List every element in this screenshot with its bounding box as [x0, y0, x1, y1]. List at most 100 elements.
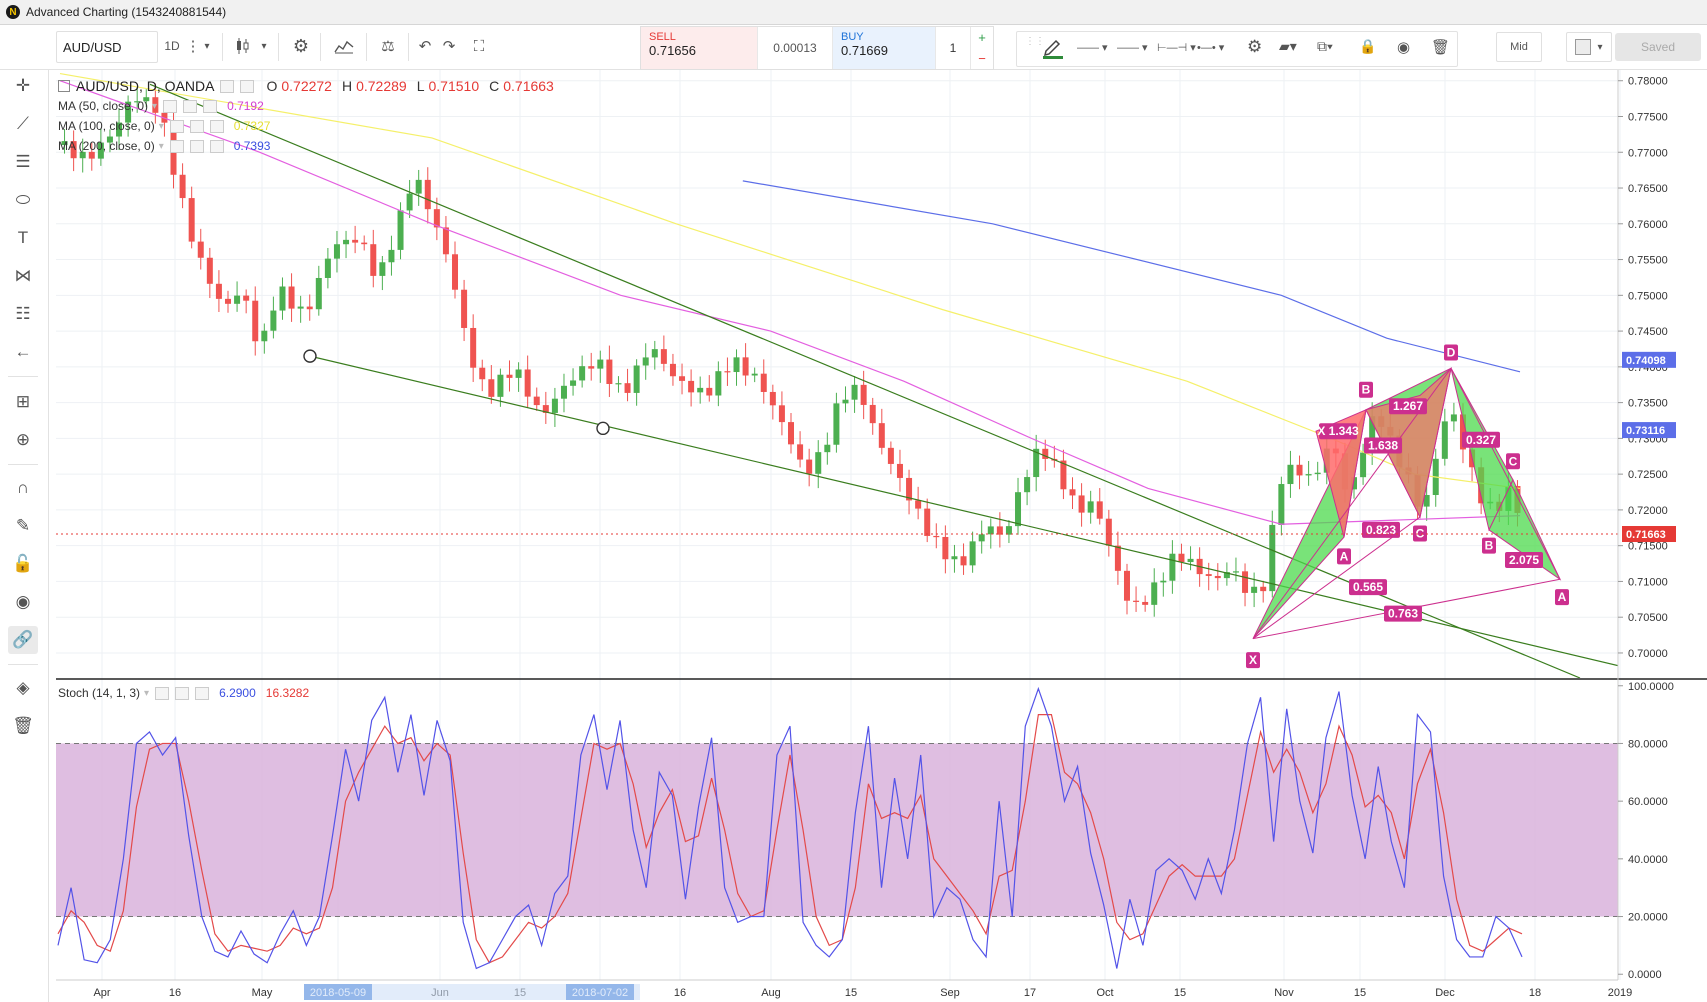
drag-handle-icon[interactable]: ⋮⋮: [1025, 36, 1045, 47]
pattern-icon[interactable]: ⋈: [14, 266, 32, 285]
candle-body: [669, 363, 676, 377]
stay-in-drawing-icon[interactable]: ✎: [15, 516, 31, 535]
fib-icon[interactable]: ☷: [15, 304, 31, 323]
ma200-legend: MA (200, close, 0) ▾ 0.7393: [58, 139, 271, 153]
collapse-legend-icon[interactable]: [58, 80, 70, 92]
lock-icon[interactable]: 🔒: [1359, 38, 1377, 54]
price-tick-label: 0.78000: [1628, 76, 1668, 88]
candle-body: [1351, 477, 1358, 490]
candles-style-icon[interactable]: [230, 31, 256, 61]
candle-body: [1078, 495, 1085, 513]
clone-icon[interactable]: ⧉▾: [1317, 38, 1333, 54]
candle-body: [688, 380, 695, 393]
quantity-minus-button[interactable]: −: [978, 51, 986, 66]
harmonic-label-bg: [1319, 423, 1357, 440]
horizontal-lines-icon[interactable]: ☰: [15, 152, 31, 171]
candle-body: [1033, 448, 1040, 478]
candle-body: [751, 373, 758, 376]
candle-body: [996, 526, 1003, 535]
line-end-icon[interactable]: ⊢—⊣ ▾: [1157, 42, 1196, 54]
harmonic-label-bg: [1349, 579, 1387, 596]
spread-value: 0.00013: [757, 27, 833, 69]
unlock-icon[interactable]: 🔓: [12, 554, 34, 573]
undo-icon[interactable]: ↶: [418, 38, 432, 55]
hide-drawings-eye-icon[interactable]: ◉: [15, 592, 31, 611]
candle-body: [978, 534, 985, 542]
pencil-color-icon[interactable]: [1039, 35, 1067, 61]
harmonic-label-bg: [1246, 652, 1260, 669]
time-tick-label: 16: [674, 987, 686, 999]
price-tick-label: 0.70500: [1628, 612, 1668, 624]
measure-icon[interactable]: ⊞: [15, 392, 31, 411]
candle-body: [951, 556, 958, 560]
redo-icon[interactable]: ↷: [442, 38, 456, 55]
line-width-icon[interactable]: —— ▾: [1077, 42, 1108, 54]
candle-body: [106, 136, 113, 143]
candle-body: [1296, 464, 1303, 476]
candle-body: [1015, 492, 1022, 527]
quantity-plus-button[interactable]: +: [978, 30, 986, 45]
candle-body: [742, 357, 749, 376]
line-style-icon[interactable]: —— ▾: [1117, 42, 1148, 54]
candle-body: [524, 369, 531, 397]
stoch-legend: Stoch (14, 1, 3) ▾ 6.2900 16.3282: [58, 686, 310, 700]
sell-button[interactable]: SELL 0.71656: [641, 27, 757, 69]
candle-body: [560, 385, 567, 399]
crosshair-icon[interactable]: ✛: [15, 76, 31, 95]
eye-icon[interactable]: ◉: [1397, 39, 1411, 56]
back-arrow-icon[interactable]: ←: [14, 342, 32, 361]
buy-button[interactable]: BUY 0.71669: [833, 27, 935, 69]
timeframe-chevron-down-icon[interactable]: ▾: [204, 40, 210, 52]
chart-style-chevron-down-icon[interactable]: ▾: [261, 40, 267, 52]
line-ends-icon[interactable]: •—• ▾: [1197, 42, 1225, 54]
quantity-input[interactable]: 1: [935, 27, 970, 69]
candle-body: [633, 365, 640, 393]
link-icon[interactable]: 🔗: [8, 626, 38, 654]
candle-body: [433, 209, 440, 228]
visibility-layer-icon[interactable]: ▰▾: [1279, 38, 1297, 54]
stoch-tick-label: 40.0000: [1628, 854, 1668, 866]
candle-body: [288, 286, 295, 309]
open-value: 0.72272: [281, 78, 332, 94]
candle-body: [479, 367, 486, 380]
text-icon[interactable]: T: [17, 228, 29, 247]
harmonic-label: 1.638: [1368, 439, 1398, 453]
trash-icon[interactable]: 🗑: [1431, 39, 1451, 56]
shapes-icon[interactable]: ⬭: [15, 190, 31, 209]
drawing-settings-gear-icon[interactable]: ⚙: [1247, 37, 1263, 56]
legend-format-icon[interactable]: [240, 79, 255, 93]
fullscreen-icon[interactable]: ⛶: [473, 37, 485, 55]
candle-body: [542, 405, 549, 413]
candle-body: [733, 357, 740, 373]
symbol-input[interactable]: AUD/USD: [56, 31, 158, 63]
ma200-label: MA (200, close, 0): [58, 139, 155, 153]
timeframe-button[interactable]: 1D: [164, 39, 180, 53]
saved-button[interactable]: Saved: [1615, 33, 1701, 61]
settings-gear-icon[interactable]: ⚙: [292, 35, 310, 56]
background-color-select[interactable]: ▾: [1566, 32, 1612, 62]
upper-trendline: [149, 83, 1581, 678]
candle-body: [1178, 553, 1185, 563]
trendline-icon[interactable]: ⟋: [17, 114, 29, 133]
layers-icon[interactable]: ◈: [16, 678, 30, 697]
price-tick-label: 0.73500: [1628, 398, 1668, 410]
candle-body: [1287, 464, 1294, 485]
magnet-icon[interactable]: ∩: [16, 478, 30, 497]
indicators-icon[interactable]: [330, 31, 358, 61]
remove-drawings-trash-icon[interactable]: 🗑: [12, 716, 34, 735]
candle-body: [588, 366, 595, 369]
zoom-in-icon[interactable]: ⊕: [15, 430, 31, 449]
compare-scale-icon[interactable]: ⚖: [381, 38, 395, 55]
legend-settings-icon[interactable]: [220, 79, 235, 93]
harmonic-label: D: [1447, 346, 1456, 360]
price-source-select[interactable]: Mid: [1496, 32, 1542, 62]
candle-body: [61, 141, 68, 146]
candle-body: [70, 141, 77, 159]
stoch-tick-label: 20.0000: [1628, 912, 1668, 924]
more-vert-icon[interactable]: ⋮: [185, 38, 201, 55]
candle-body: [615, 383, 622, 385]
time-tick-label: 2019: [1608, 987, 1632, 999]
candle-body: [1441, 421, 1448, 459]
candle-body: [533, 396, 540, 406]
